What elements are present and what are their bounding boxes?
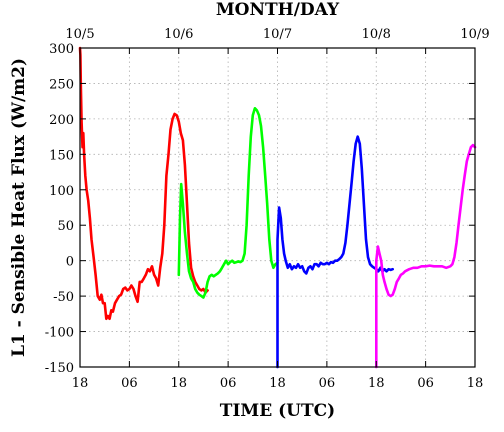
top-tick-label: 10/8 (362, 27, 391, 42)
series-line-3 (276, 135, 395, 369)
top-tick-label: 10/5 (65, 27, 94, 42)
series-line-2 (177, 107, 279, 299)
x-tick-label: 06 (121, 376, 138, 391)
x-tick-label: 18 (72, 376, 89, 391)
top-axis-title: MONTH/DAY (216, 0, 340, 20)
x-tick-label: 18 (467, 376, 484, 391)
y-axis-title: L1 - Sensible Heat Flux (W/m2) (9, 58, 29, 357)
tick-labels: 18 06 18 06 18 06 18 06 18 10/5 10/6 10/7 10/8 10/9 -1… (45, 27, 490, 391)
y-tick-label: -150 (45, 361, 74, 376)
y-tick-label: 150 (49, 148, 74, 163)
y-tick-label: 250 (49, 77, 74, 92)
y-tick-label: 200 (49, 113, 74, 128)
x-axis-title: TIME (UTC) (220, 401, 335, 421)
x-tick-label: 06 (319, 376, 336, 391)
y-tick-label: 100 (49, 184, 74, 199)
x-tick-label: 06 (220, 376, 237, 391)
y-tick-label: 300 (49, 42, 74, 57)
x-tick-label: 18 (170, 376, 187, 391)
top-tick-label: 10/7 (263, 27, 292, 42)
axis-ticks (79, 47, 476, 368)
series-line-4 (374, 143, 477, 369)
y-tick-label: 50 (57, 219, 74, 234)
top-tick-label: 10/9 (460, 27, 489, 42)
series-line-1 (78, 46, 209, 321)
x-tick-label: 06 (417, 376, 434, 391)
y-tick-label: -100 (45, 326, 74, 341)
top-tick-label: 10/6 (164, 27, 193, 42)
x-tick-label: 18 (368, 376, 385, 391)
series-layer (78, 46, 477, 369)
y-tick-label: -50 (53, 290, 74, 305)
x-tick-label: 18 (269, 376, 286, 391)
y-tick-label: 0 (66, 255, 74, 270)
